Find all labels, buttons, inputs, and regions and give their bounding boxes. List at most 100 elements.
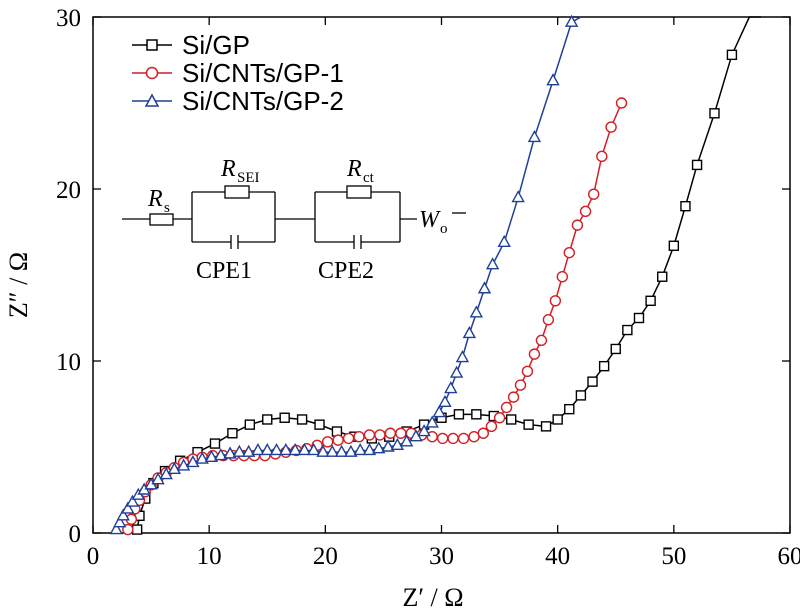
wo-label-sub: o bbox=[440, 221, 448, 237]
series-si-cnts-gp-2 bbox=[109, 14, 582, 535]
data-point-circle bbox=[468, 430, 480, 443]
data-point-square bbox=[587, 376, 598, 387]
data-point-triangle bbox=[325, 444, 339, 457]
rsei-label: R bbox=[220, 156, 236, 182]
y-tick-label: 20 bbox=[56, 177, 81, 204]
data-point-square bbox=[314, 419, 325, 430]
data-point-triangle bbox=[546, 73, 560, 86]
data-point-circle bbox=[579, 205, 592, 218]
data-point-triangle bbox=[279, 442, 293, 456]
data-point-triangle bbox=[214, 448, 228, 461]
data-point-circle bbox=[485, 420, 498, 433]
data-point-circle bbox=[477, 427, 490, 439]
data-point-square bbox=[622, 324, 633, 336]
data-point-triangle bbox=[417, 424, 431, 437]
data-point-square bbox=[657, 271, 668, 282]
data-point-triangle bbox=[251, 442, 265, 456]
data-point-square bbox=[633, 312, 645, 324]
x-tick-label: 10 bbox=[197, 543, 222, 570]
data-point-triangle bbox=[455, 350, 470, 363]
data-point-triangle bbox=[527, 129, 542, 143]
legend-label: Si/CNTs/GP-1 bbox=[182, 58, 344, 88]
data-point-triangle bbox=[485, 257, 500, 270]
data-point-square bbox=[709, 108, 720, 119]
data-point-circle bbox=[615, 97, 628, 109]
data-point-triangle bbox=[204, 449, 219, 463]
x-tick-label: 30 bbox=[429, 543, 454, 570]
data-point-square bbox=[598, 360, 610, 372]
x-tick-label: 50 bbox=[661, 543, 686, 570]
data-point-square bbox=[564, 403, 575, 415]
data-point-square bbox=[227, 428, 238, 439]
data-point-triangle bbox=[186, 455, 200, 468]
data-series bbox=[109, 14, 761, 536]
cpe1-label: CPE1 bbox=[196, 258, 252, 284]
data-point-triangle bbox=[195, 451, 209, 464]
data-point-triangle bbox=[121, 501, 135, 514]
data-point-circle bbox=[493, 412, 506, 424]
data-point-square bbox=[262, 414, 273, 425]
legend-circle-marker bbox=[145, 66, 159, 80]
data-point-triangle bbox=[438, 394, 452, 407]
data-point-triangle bbox=[425, 415, 439, 428]
legend-label: Si/GP bbox=[182, 30, 250, 60]
data-point-triangle bbox=[232, 444, 247, 457]
y-tick-label: 0 bbox=[69, 521, 82, 548]
data-point-square bbox=[680, 200, 691, 212]
data-point-circle bbox=[535, 334, 548, 347]
rct-label: R bbox=[346, 156, 362, 182]
data-point-square bbox=[552, 414, 563, 425]
data-point-square bbox=[726, 49, 738, 61]
data-point-triangle bbox=[288, 442, 302, 456]
cpe2-label: CPE2 bbox=[318, 258, 374, 284]
data-point-triangle bbox=[362, 442, 377, 456]
data-point-triangle bbox=[241, 444, 256, 457]
circuit-labels: R s R SEI R ct W o CPE1 CPE2 bbox=[147, 156, 448, 284]
data-point-square bbox=[209, 438, 221, 449]
equivalent-circuit bbox=[122, 185, 466, 249]
data-point-triangle bbox=[399, 434, 414, 447]
data-point-square bbox=[471, 409, 482, 420]
rs-label: R bbox=[147, 186, 163, 212]
data-point-circle bbox=[321, 436, 334, 448]
wo-label: W bbox=[419, 207, 441, 233]
data-point-triangle bbox=[269, 442, 284, 456]
rs-label-sub: s bbox=[164, 200, 170, 216]
legend-square-marker bbox=[146, 39, 158, 51]
data-point-triangle bbox=[497, 234, 511, 248]
data-point-square bbox=[296, 414, 308, 425]
y-axis-label: Z″ / Ω bbox=[4, 252, 33, 318]
data-point-triangle bbox=[307, 442, 321, 456]
data-point-circle bbox=[457, 432, 470, 445]
legend-label: Si/CNTs/GP-2 bbox=[182, 86, 344, 116]
series-si-gp bbox=[131, 16, 761, 535]
data-point-triangle bbox=[477, 281, 492, 294]
data-point-square bbox=[453, 409, 465, 420]
axis-ticks: 0 10 20 30 40 50 60 0 10 20 30 bbox=[56, 5, 800, 570]
data-point-triangle bbox=[462, 326, 477, 339]
data-point-triangle bbox=[511, 190, 525, 203]
data-point-triangle bbox=[353, 442, 367, 456]
data-point-triangle bbox=[167, 461, 182, 475]
data-point-circle bbox=[395, 427, 407, 439]
data-point-square bbox=[540, 421, 552, 432]
data-point-triangle bbox=[381, 439, 395, 452]
data-point-circle bbox=[549, 295, 562, 307]
data-point-circle bbox=[353, 430, 365, 443]
data-point-circle bbox=[521, 365, 534, 378]
data-point-circle bbox=[514, 379, 527, 391]
y-tick-label: 30 bbox=[56, 5, 81, 32]
data-point-circle bbox=[605, 121, 617, 133]
data-point-square bbox=[691, 159, 703, 171]
y-tick-label: 10 bbox=[56, 349, 81, 376]
data-point-square bbox=[131, 524, 143, 535]
data-point-circle bbox=[528, 348, 541, 360]
x-tick-label: 0 bbox=[87, 543, 100, 570]
data-point-triangle bbox=[113, 515, 127, 528]
data-point-triangle bbox=[372, 441, 386, 454]
legend: Si/GP Si/CNTs/GP-1 Si/CNTs/GP-2 bbox=[132, 30, 344, 116]
data-point-triangle bbox=[334, 444, 349, 457]
data-point-circle bbox=[384, 427, 397, 439]
data-point-triangle bbox=[109, 522, 123, 535]
